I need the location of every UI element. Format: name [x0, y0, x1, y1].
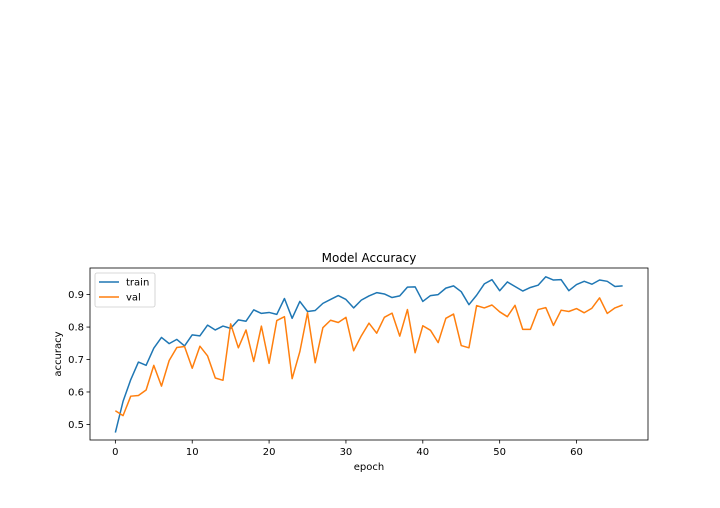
x-tick-label: 60: [570, 447, 583, 458]
legend: train val: [94, 272, 156, 308]
y-tick-label: 0.6: [68, 387, 84, 398]
series-line-val: [114, 297, 623, 417]
y-tick-label: 0.7: [68, 355, 84, 366]
y-tick-label: 0.9: [68, 290, 84, 301]
axes-frame: [89, 267, 649, 441]
axis-ticks: 0 10 20 30 40 50 60 0.5 0.6 0.7 0.8 0.9: [68, 290, 583, 458]
x-tick-label: 30: [340, 447, 353, 458]
x-tick-label: 50: [493, 447, 506, 458]
y-axis-label: accuracy: [53, 331, 64, 376]
y-tick-label: 0.8: [68, 323, 84, 334]
x-tick-label: 0: [112, 447, 118, 458]
y-tick-label: 0.5: [68, 420, 84, 431]
x-axis-label: epoch: [354, 462, 384, 473]
legend-label-train: train: [126, 278, 149, 289]
chart-title: Model Accuracy: [322, 251, 417, 265]
legend-label-val: val: [126, 293, 141, 304]
x-tick-label: 20: [263, 447, 276, 458]
x-tick-label: 10: [186, 447, 199, 458]
series-layer: [114, 276, 623, 433]
x-tick-label: 40: [416, 447, 429, 458]
series-line-train: [114, 276, 623, 433]
